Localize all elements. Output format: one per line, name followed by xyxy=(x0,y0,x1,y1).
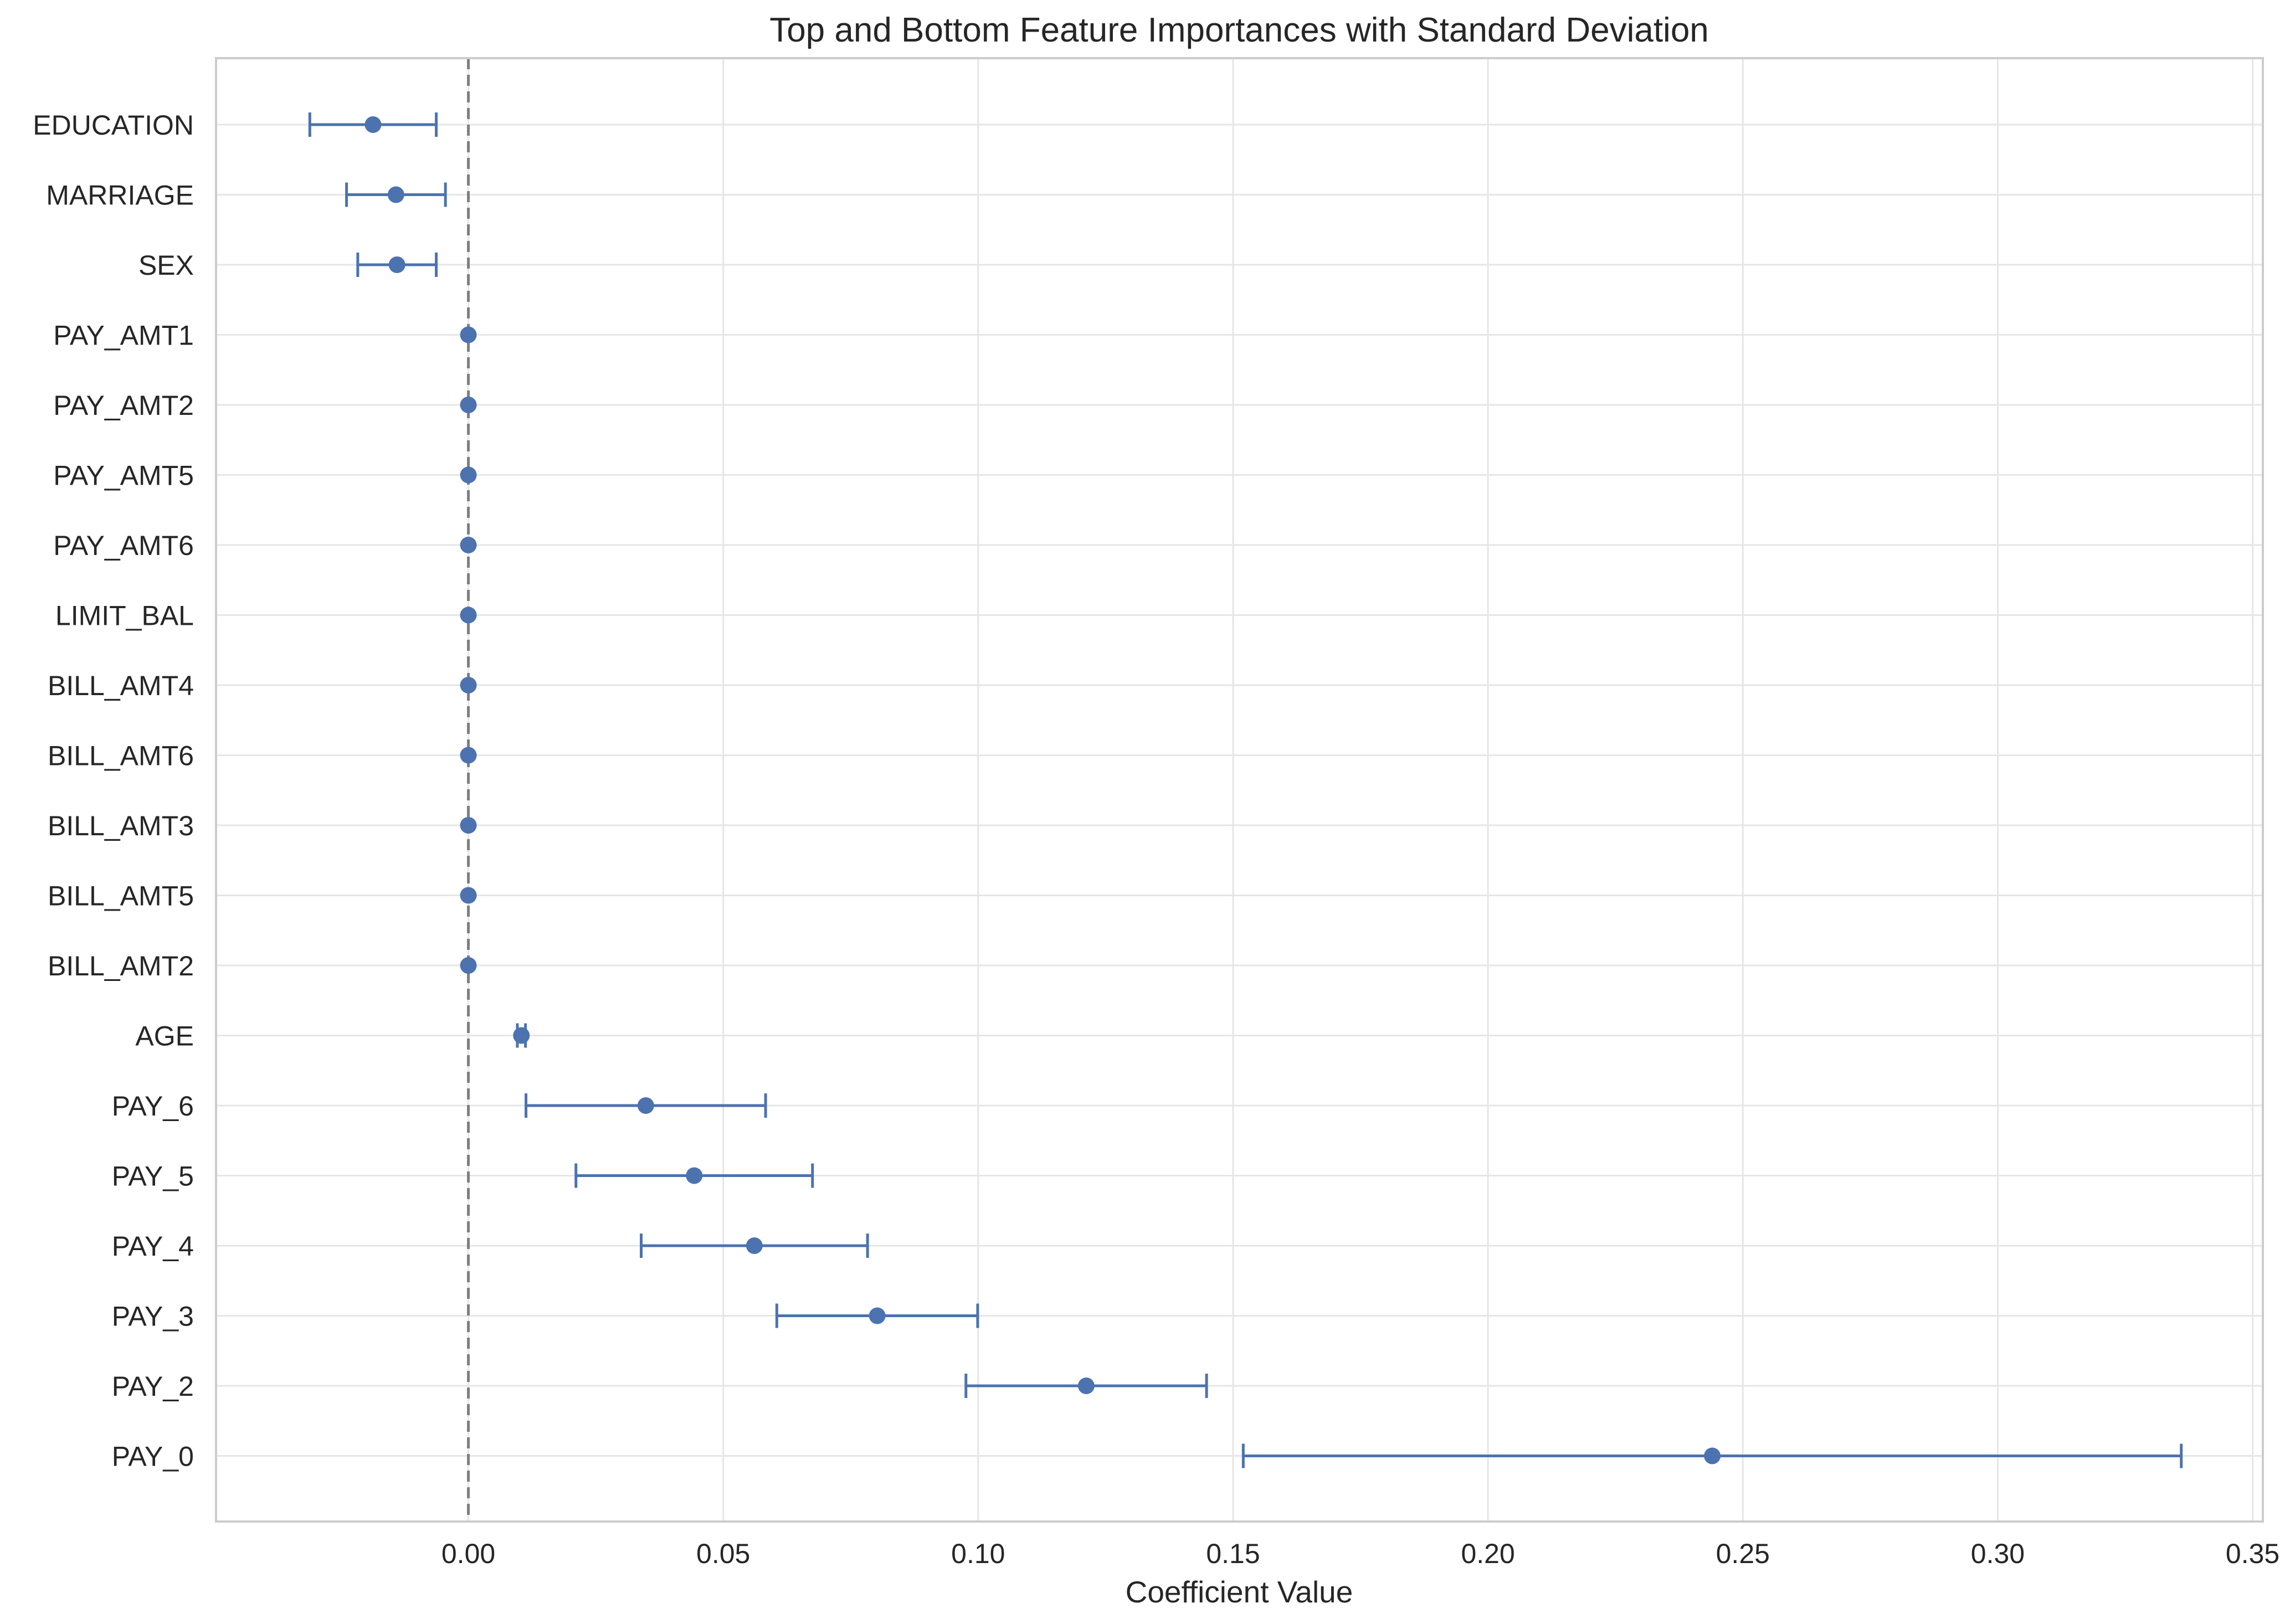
data-point xyxy=(460,817,477,834)
data-point xyxy=(460,397,477,413)
y-tick-label: MARRIAGE xyxy=(46,180,194,211)
data-point xyxy=(460,537,477,553)
data-point xyxy=(1704,1447,1721,1464)
y-tick-label: BILL_AMT6 xyxy=(48,741,194,772)
y-tick-label: BILL_AMT5 xyxy=(48,881,194,912)
y-tick-label: SEX xyxy=(138,250,194,281)
data-point xyxy=(686,1167,703,1184)
data-point xyxy=(1077,1378,1095,1394)
x-tick-label: 0.05 xyxy=(696,1538,750,1569)
y-tick-label: PAY_2 xyxy=(112,1371,194,1402)
y-tick-label: EDUCATION xyxy=(33,110,194,141)
y-tick-label: PAY_AMT2 xyxy=(53,390,194,421)
y-tick-label: PAY_0 xyxy=(112,1441,194,1472)
x-tick-label: 0.10 xyxy=(951,1538,1005,1569)
chart-title: Top and Bottom Feature Importances with … xyxy=(769,11,1709,49)
y-tick-label: PAY_5 xyxy=(112,1161,194,1192)
y-tick-label: BILL_AMT3 xyxy=(48,810,194,841)
y-tick-label: AGE xyxy=(135,1021,194,1052)
data-point xyxy=(513,1027,530,1044)
data-point xyxy=(869,1307,886,1324)
data-point xyxy=(460,677,477,693)
x-tick-label: 0.35 xyxy=(2226,1538,2279,1569)
y-tick-label: PAY_6 xyxy=(112,1091,194,1122)
data-point xyxy=(746,1237,763,1254)
y-tick-label: PAY_AMT1 xyxy=(53,320,194,351)
y-tick-label: PAY_AMT6 xyxy=(53,530,194,561)
x-tick-labels: 0.00 0.05 0.10 0.15 0.20 0.25 0.30 0.35 xyxy=(441,1538,2279,1569)
y-tick-labels: EDUCATION MARRIAGE SEX PAY_AMT1 PAY_AMT2 PAY_… xyxy=(33,110,194,1472)
data-point xyxy=(460,607,477,624)
data-point xyxy=(460,957,477,974)
x-tick-label: 0.20 xyxy=(1461,1538,1514,1569)
y-tick-label: PAY_4 xyxy=(112,1231,194,1262)
data-point xyxy=(364,116,382,133)
data-point xyxy=(637,1097,654,1114)
x-tick-label: 0.00 xyxy=(441,1538,495,1569)
data-point xyxy=(460,326,477,343)
grid-layer xyxy=(216,58,2263,1522)
data-point xyxy=(387,186,404,203)
y-tick-label: PAY_AMT5 xyxy=(53,460,194,491)
x-tick-label: 0.15 xyxy=(1206,1538,1260,1569)
data-point xyxy=(388,256,405,273)
x-axis-label: Coefficient Value xyxy=(1126,1575,1353,1609)
x-tick-label: 0.25 xyxy=(1716,1538,1770,1569)
plot-frame xyxy=(215,57,2264,1523)
data-point xyxy=(460,466,477,484)
y-tick-label: BILL_AMT4 xyxy=(48,670,194,701)
y-tick-label: BILL_AMT2 xyxy=(48,950,194,981)
y-tick-label: LIMIT_BAL xyxy=(55,600,194,631)
x-tick-label: 0.30 xyxy=(1971,1538,2025,1569)
y-tick-label: PAY_3 xyxy=(112,1301,194,1332)
data-point xyxy=(460,747,477,764)
points-layer xyxy=(364,116,1721,1464)
data-point xyxy=(460,887,477,904)
